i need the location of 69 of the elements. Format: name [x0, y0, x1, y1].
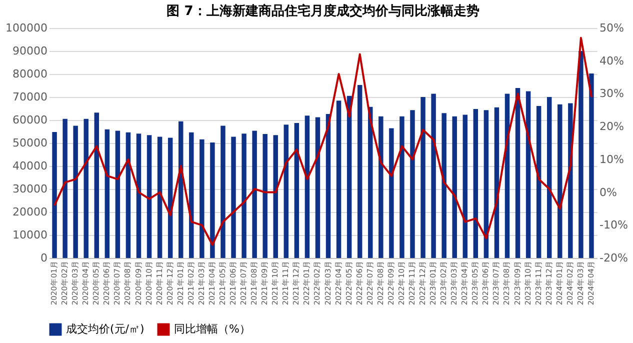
bar — [126, 132, 131, 258]
y-tick-label: 100000 — [6, 22, 48, 34]
y-tick-label: 0 — [40, 252, 48, 264]
y-tick-label: 70000 — [12, 90, 48, 104]
bar — [189, 132, 194, 258]
bar — [378, 116, 384, 258]
bar — [578, 51, 584, 258]
bar — [484, 110, 489, 258]
bar — [546, 97, 552, 258]
bar — [104, 129, 110, 258]
bar — [157, 136, 162, 258]
line-series — [54, 36, 592, 246]
bar — [284, 124, 289, 258]
bar — [558, 104, 562, 258]
bar — [273, 135, 278, 258]
legend-label: 成交均价(元/㎡) — [66, 322, 144, 336]
legend-label: 同比增幅（%） — [174, 322, 250, 336]
bar — [515, 88, 520, 258]
y-tick-label: 90000 — [12, 44, 48, 58]
y-tick-label: 20000 — [12, 206, 48, 218]
bar — [146, 135, 152, 258]
bar — [115, 130, 120, 258]
bar — [200, 139, 204, 258]
chart-title: 图 7：上海新建商品住宅月度成交均价与同比涨幅走势 — [166, 3, 480, 19]
y2-tick-label: 0% — [600, 186, 617, 199]
y2-tick-label: 50% — [600, 22, 624, 34]
bar — [62, 118, 68, 258]
bar — [294, 122, 300, 258]
bar — [136, 134, 142, 258]
bar — [262, 134, 268, 258]
y2-tick-label: 10% — [600, 152, 624, 166]
bar — [336, 100, 342, 258]
y-tick-label: 40000 — [12, 160, 48, 172]
y-tick-label: 30000 — [12, 182, 48, 196]
bar — [231, 136, 236, 258]
bar — [420, 97, 426, 258]
bar — [357, 85, 362, 258]
bar — [442, 113, 446, 258]
bar — [536, 106, 542, 258]
y2-tick-label: 40% — [600, 54, 624, 68]
bar — [210, 142, 215, 258]
y2-tick-label: 20% — [600, 120, 624, 134]
bar — [304, 116, 310, 258]
bar — [94, 112, 100, 258]
bar — [220, 126, 226, 258]
bar — [84, 118, 88, 258]
y-tick-label: 10000 — [12, 228, 48, 242]
bar — [52, 132, 57, 258]
bar — [389, 128, 394, 258]
y-tick-label: 50000 — [12, 136, 48, 150]
bar — [410, 110, 415, 258]
bar — [526, 91, 531, 258]
y-tick-label: 60000 — [12, 114, 48, 126]
y2-tick-label: 30% — [600, 87, 624, 100]
y2-tick-label: -20% — [600, 252, 628, 264]
bar — [326, 114, 331, 258]
y-tick-label: 80000 — [12, 68, 48, 80]
bar — [168, 138, 173, 258]
bar — [242, 134, 246, 258]
bar — [462, 114, 468, 258]
bar — [315, 117, 320, 258]
bar — [431, 94, 436, 258]
bar — [252, 130, 257, 258]
bar — [73, 126, 78, 258]
bar — [473, 108, 478, 258]
y2-tick-label: -10% — [600, 218, 628, 232]
bar — [589, 74, 594, 258]
bar — [452, 116, 457, 258]
bar — [400, 116, 404, 258]
